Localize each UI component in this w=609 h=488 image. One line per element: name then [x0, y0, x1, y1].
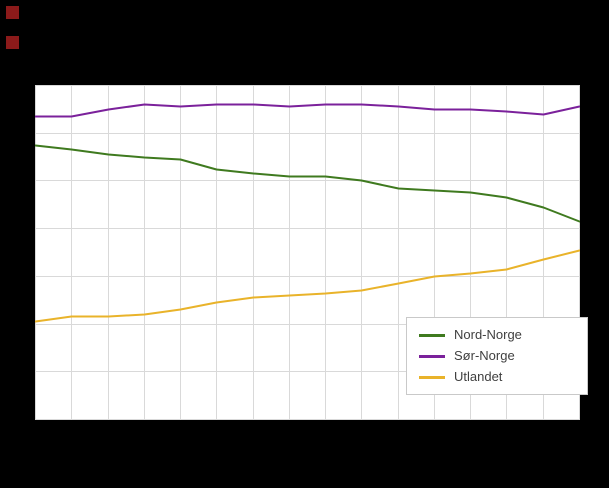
legend-item-sor-norge: Sør-Norge	[419, 347, 575, 365]
legend-item-utlandet: Utlandet	[419, 368, 575, 386]
chart-legend: Nord-Norge Sør-Norge Utlandet	[406, 317, 588, 395]
legend-swatch-utlandet	[419, 375, 445, 379]
logo-fragment-top	[6, 6, 19, 19]
legend-item-nord-norge: Nord-Norge	[419, 326, 575, 344]
legend-label-utlandet: Utlandet	[454, 369, 503, 384]
legend-swatch-sor-norge	[419, 354, 445, 358]
line-chart	[35, 85, 580, 420]
legend-label-sor-norge: Sør-Norge	[454, 348, 515, 363]
legend-swatch-nord-norge	[419, 333, 445, 337]
logo-fragment-bottom	[6, 36, 19, 49]
legend-label-nord-norge: Nord-Norge	[454, 327, 522, 342]
